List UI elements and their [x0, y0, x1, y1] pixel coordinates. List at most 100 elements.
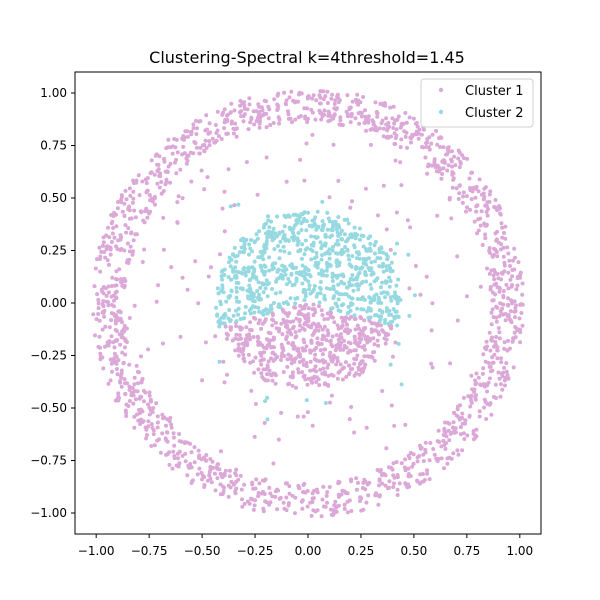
- cluster-1-point: [176, 464, 181, 469]
- cluster-1-point: [327, 485, 332, 489]
- cluster-1-point: [358, 495, 362, 500]
- cluster-2-point: [329, 306, 333, 311]
- cluster-1-point: [392, 475, 397, 480]
- cluster-2-point: [378, 285, 383, 290]
- cluster-1-point: [101, 240, 106, 245]
- cluster-2-point: [295, 213, 300, 218]
- cluster-1-point: [333, 499, 338, 504]
- cluster-1-point: [296, 99, 301, 104]
- cluster-1-point: [373, 328, 378, 333]
- cluster-1-point: [286, 382, 291, 387]
- cluster-1-point: [316, 328, 321, 333]
- cluster-1-point: [114, 289, 119, 294]
- cluster-1-point: [340, 123, 345, 128]
- cluster-2-point: [245, 294, 250, 299]
- cluster-2-point: [320, 243, 325, 248]
- cluster-1-point: [131, 178, 135, 183]
- cluster-2-point: [373, 251, 377, 256]
- cluster-1-point: [97, 318, 102, 323]
- cluster-1-point: [427, 147, 432, 152]
- cluster-1-point: [125, 241, 130, 246]
- cluster-1-point: [109, 240, 114, 244]
- cluster-1-point: [507, 258, 512, 263]
- cluster-1-point: [189, 465, 194, 470]
- cluster-1-point: [178, 334, 183, 339]
- cluster-1-point: [270, 323, 275, 328]
- cluster-1-point: [330, 334, 335, 339]
- cluster-2-point: [368, 248, 373, 253]
- legend-label-cluster-1: Cluster 1: [465, 84, 524, 99]
- cluster-1-point: [483, 382, 488, 387]
- cluster-2-point: [322, 293, 327, 298]
- cluster-1-point: [228, 327, 233, 332]
- cluster-1-point: [489, 310, 494, 315]
- cluster-1-point: [359, 114, 364, 119]
- cluster-2-point: [375, 256, 380, 260]
- cluster-1-point: [495, 356, 500, 361]
- cluster-2-point: [330, 271, 335, 276]
- cluster-1-point: [276, 104, 281, 108]
- cluster-2-point: [329, 227, 333, 232]
- cluster-1-point: [340, 377, 345, 382]
- cluster-1-point: [249, 115, 254, 120]
- cluster-1-point: [94, 317, 99, 322]
- cluster-1-point: [259, 371, 264, 376]
- cluster-1-point: [253, 316, 258, 321]
- y-tick-label: 0.25: [40, 244, 67, 258]
- cluster-2-point: [252, 310, 257, 315]
- cluster-1-point: [482, 186, 487, 191]
- cluster-1-point: [364, 119, 369, 124]
- cluster-1-point: [386, 135, 391, 140]
- cluster-1-point: [133, 215, 138, 220]
- cluster-1-point: [494, 335, 499, 339]
- cluster-1-point: [305, 410, 310, 415]
- cluster-1-point: [377, 494, 382, 499]
- cluster-1-point: [395, 487, 400, 492]
- cluster-2-point: [387, 275, 392, 280]
- cluster-1-point: [285, 357, 290, 362]
- cluster-1-point: [333, 348, 338, 353]
- cluster-1-point: [112, 235, 117, 240]
- cluster-1-point: [506, 338, 510, 343]
- cluster-1-point: [222, 485, 226, 490]
- cluster-1-point: [506, 286, 511, 291]
- cluster-1-point: [124, 326, 129, 331]
- cluster-1-point: [280, 345, 285, 350]
- cluster-1-point: [301, 313, 306, 318]
- cluster-1-point: [217, 134, 221, 139]
- cluster-1-point: [113, 321, 118, 326]
- cluster-1-point: [344, 374, 349, 379]
- cluster-2-point: [263, 399, 268, 404]
- cluster-1-point: [313, 364, 318, 369]
- cluster-1-point: [501, 293, 506, 298]
- cluster-1-point: [295, 414, 300, 419]
- cluster-1-point: [392, 121, 397, 126]
- cluster-1-point: [303, 116, 308, 121]
- cluster-2-point: [274, 234, 279, 239]
- cluster-1-point: [310, 491, 315, 496]
- cluster-1-point: [323, 347, 328, 352]
- cluster-1-point: [432, 159, 437, 164]
- cluster-1-point: [108, 340, 112, 344]
- cluster-1-point: [512, 246, 517, 251]
- cluster-1-point: [297, 486, 302, 491]
- cluster-1-point: [276, 437, 281, 442]
- cluster-1-point: [264, 367, 269, 372]
- cluster-1-point: [103, 324, 108, 329]
- cluster-2-point: [392, 251, 397, 256]
- cluster-1-point: [194, 132, 199, 136]
- cluster-1-point: [497, 314, 502, 319]
- cluster-1-point: [326, 383, 331, 388]
- cluster-1-point: [122, 213, 127, 218]
- cluster-1-point: [317, 304, 321, 309]
- cluster-1-point: [237, 333, 242, 338]
- cluster-2-point: [236, 312, 240, 317]
- x-tick-label: 1.00: [506, 544, 533, 558]
- cluster-2-point: [312, 256, 317, 261]
- cluster-1-point: [520, 281, 525, 286]
- cluster-1-point: [217, 467, 222, 472]
- cluster-2-point: [221, 321, 226, 326]
- cluster-1-point: [350, 99, 355, 104]
- cluster-1-point: [333, 98, 338, 103]
- cluster-1-point: [499, 382, 503, 387]
